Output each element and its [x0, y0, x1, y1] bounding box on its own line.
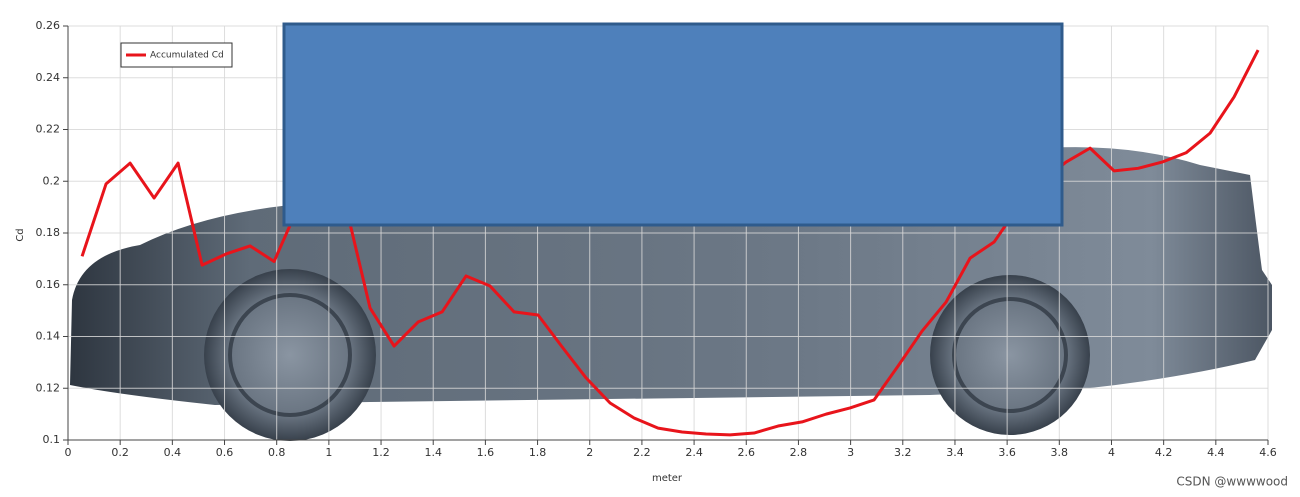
x-tick-label: 0.6 — [216, 446, 234, 459]
redaction-box — [282, 22, 1064, 227]
x-tick-label: 1.6 — [477, 446, 495, 459]
x-tick-label: 3.4 — [946, 446, 964, 459]
x-tick-label: 1.2 — [372, 446, 390, 459]
x-tick-label: 0.4 — [164, 446, 182, 459]
x-tick-label: 4.6 — [1259, 446, 1277, 459]
x-tick-label: 0.8 — [268, 446, 286, 459]
x-axis-label: meter — [652, 473, 683, 484]
y-tick-label: 0.1 — [43, 433, 61, 446]
x-tick-label: 2.4 — [685, 446, 703, 459]
watermark: CSDN @wwwwood — [1176, 475, 1288, 489]
y-tick-label: 0.16 — [36, 278, 61, 291]
x-tick-label: 0.2 — [111, 446, 129, 459]
x-tick-label: 3.6 — [998, 446, 1016, 459]
x-tick-label: 2 — [586, 446, 593, 459]
x-tick-label: 4.4 — [1207, 446, 1225, 459]
x-tick-label: 1.8 — [529, 446, 547, 459]
y-tick-label: 0.22 — [36, 123, 61, 136]
x-tick-label: 3.2 — [894, 446, 912, 459]
x-tick-label: 1 — [325, 446, 332, 459]
legend: Accumulated Cd — [120, 42, 233, 68]
x-tick-label: 4 — [1108, 446, 1115, 459]
y-tick-label: 0.18 — [36, 226, 61, 239]
x-tick-label: 3 — [847, 446, 854, 459]
x-tick-label: 3.8 — [1051, 446, 1069, 459]
y-tick-label: 0.14 — [36, 330, 61, 343]
y-tick-label: 0.2 — [43, 174, 61, 187]
x-tick-label: 2.2 — [633, 446, 651, 459]
y-tick-label: 0.24 — [36, 71, 61, 84]
x-tick-label: 2.6 — [738, 446, 756, 459]
x-tick-label: 4.2 — [1155, 446, 1173, 459]
x-tick-label: 2.8 — [790, 446, 808, 459]
y-tick-label: 0.12 — [36, 381, 61, 394]
y-tick-label: 0.26 — [36, 19, 61, 32]
y-axis-label: Cd — [15, 228, 26, 241]
x-tick-label: 1.4 — [424, 446, 442, 459]
legend-label: Accumulated Cd — [150, 51, 224, 61]
x-tick-label: 0 — [65, 446, 72, 459]
